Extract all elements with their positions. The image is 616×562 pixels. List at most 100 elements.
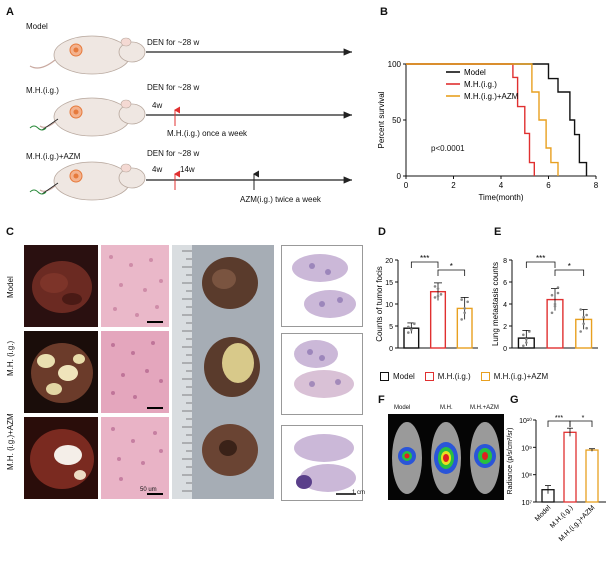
y-tick-label: 100 xyxy=(388,60,402,69)
panel-label-g: G xyxy=(510,394,519,406)
data-point xyxy=(579,308,582,311)
panel-label-f: F xyxy=(378,394,385,406)
y-tick-label: 0 xyxy=(389,346,393,353)
x-tick-label: Model xyxy=(534,504,553,523)
data-point xyxy=(413,322,416,326)
y-axis-label: Counts of tumor focis xyxy=(375,266,384,342)
panel-label-a: A xyxy=(6,6,14,18)
legend-swatch-azm xyxy=(480,372,490,381)
y-tick-label: 10⁹ xyxy=(521,445,532,452)
group-label-azm: M.H.(i.g.)+AZM xyxy=(26,152,81,161)
legend: Model M.H.(i.g.) M.H.(i.g.)+AZM xyxy=(380,372,548,381)
legend-label-azm: M.H.(i.g.)+AZM xyxy=(493,372,549,381)
data-point xyxy=(436,287,440,290)
data-point xyxy=(407,331,410,334)
y-tick-label: 2 xyxy=(503,324,507,331)
schedule-model: DEN for ~28 w xyxy=(147,38,200,47)
lung-section-mh xyxy=(281,333,363,415)
x-tick-label: 4 xyxy=(499,181,504,190)
x-tick-label: 2 xyxy=(451,181,456,190)
survival-line-2 xyxy=(406,63,559,176)
schedule-mh: DEN for ~28 w xyxy=(147,83,200,92)
bar-1 xyxy=(563,431,577,503)
data-point xyxy=(433,285,437,288)
y-tick-label: 10 xyxy=(385,302,393,309)
survival-chart: 0 50 100 0 2 4 6 8 Time(month) Percent survival Mo… xyxy=(377,60,599,202)
survival-line-1 xyxy=(406,63,535,176)
data-point xyxy=(579,330,582,333)
sig-bracket-1 xyxy=(554,269,585,276)
row-label-azm: M.H. (i.g.)+AZM xyxy=(6,413,15,470)
y-tick-label: 8 xyxy=(503,258,507,265)
y-axis-label: Lung metastasis counts xyxy=(491,262,500,346)
he-stain-azm xyxy=(101,417,169,499)
data-point xyxy=(525,337,528,341)
liver-photo-mh xyxy=(24,331,98,413)
panel-label-b: B xyxy=(380,6,388,18)
sig-label-1: * xyxy=(450,262,453,271)
sig-label-0: *** xyxy=(555,415,563,422)
schedule-azm: DEN for ~28 w xyxy=(147,149,200,158)
marker-14w: 14w xyxy=(180,165,195,174)
y-tick-label: 4 xyxy=(503,302,507,309)
y-tick-label: 10¹⁰ xyxy=(519,417,532,425)
legend-text-2: M.H.(i.g.)+AZM xyxy=(464,92,519,101)
marker-4w: 4w xyxy=(152,101,163,110)
panel-label-c: C xyxy=(6,226,14,238)
data-point xyxy=(439,293,443,296)
x-axis-label: Time(month) xyxy=(478,193,523,202)
data-point xyxy=(582,315,585,319)
scale-bar-cm: 1 cm xyxy=(352,490,366,496)
y-tick-label: 50 xyxy=(392,116,401,125)
bar-2 xyxy=(585,449,599,503)
panel-label-d: D xyxy=(378,226,386,238)
sig-bracket-1 xyxy=(437,269,466,276)
survival-line-0 xyxy=(406,63,588,176)
liver-photo-azm xyxy=(24,417,98,499)
y-tick-label: 15 xyxy=(385,280,393,287)
legend-swatch-model xyxy=(380,372,389,381)
legend-text-1: M.H.(i.g.) xyxy=(464,80,497,89)
legend-swatch-mh xyxy=(424,372,434,381)
y-tick-label: 10⁷ xyxy=(522,500,533,507)
sig-bracket-0 xyxy=(410,261,439,268)
data-point xyxy=(525,341,528,344)
group-label-mh: M.H.(i.g.) xyxy=(26,86,59,95)
data-point xyxy=(436,294,440,298)
legend-label-mh: M.H.(i.g.) xyxy=(437,372,471,381)
data-point xyxy=(553,304,557,308)
marker-4w-2: 4w xyxy=(152,165,163,174)
data-point xyxy=(522,344,525,348)
y-tick-label: 6 xyxy=(503,280,507,287)
y-axis-label: Percent survival xyxy=(377,91,386,148)
data-point xyxy=(528,330,531,333)
data-point xyxy=(460,298,463,301)
scale-bar-micro: 50 um xyxy=(140,487,157,493)
y-tick-label: 20 xyxy=(385,258,393,265)
sig-label-1: * xyxy=(582,415,585,422)
imaging-photo xyxy=(388,414,504,500)
data-point xyxy=(553,302,557,306)
data-point xyxy=(407,325,410,329)
legend-label-model: Model xyxy=(393,372,415,381)
y-axis-label: Radiance (p/s/cm²/sr) xyxy=(507,428,514,495)
x-tick-label: 0 xyxy=(404,181,409,190)
mouse-model-icon xyxy=(29,35,146,75)
mouse-mh-icon xyxy=(29,97,146,137)
data-point xyxy=(522,333,525,337)
data-point xyxy=(585,313,588,317)
data-point xyxy=(463,307,466,310)
group-label-model: Model xyxy=(26,22,48,31)
panel-label-e: E xyxy=(494,226,502,238)
mouse-azm-icon xyxy=(29,161,146,201)
sig-bracket-0 xyxy=(525,261,556,268)
he-stain-model xyxy=(101,245,169,327)
y-tick-label: 0 xyxy=(397,172,402,181)
lung-section-model xyxy=(281,245,363,327)
data-point xyxy=(585,326,588,330)
sig-label-0: *** xyxy=(536,254,545,263)
data-point xyxy=(460,318,463,321)
legend-text-0: Model xyxy=(464,68,486,77)
